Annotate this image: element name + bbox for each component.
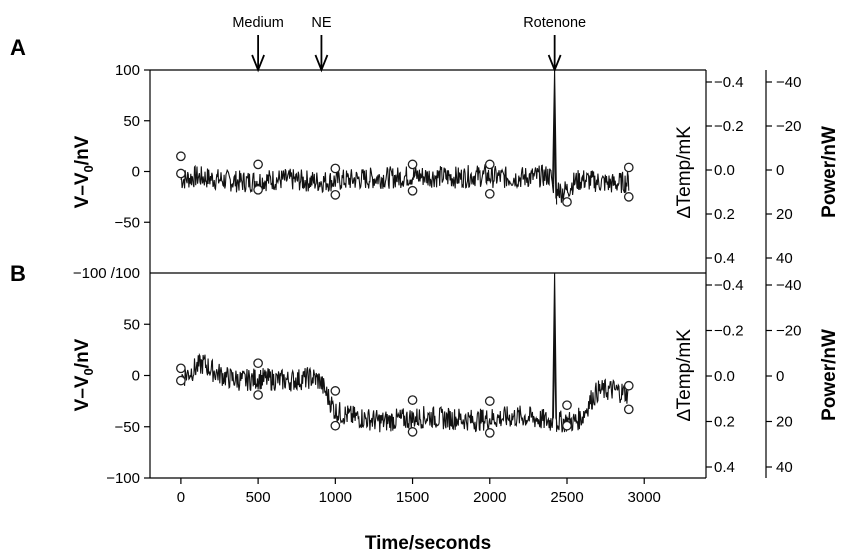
panel-b-voltage-trace <box>180 272 630 433</box>
y-tick-label: 0 <box>132 368 140 385</box>
data-circle <box>253 159 263 170</box>
temp-tick-label: −0.4 <box>714 277 744 294</box>
x-tick-label: 0 <box>177 489 185 506</box>
temp-tick-label: 0.4 <box>714 459 735 476</box>
panel-b-temp-label: ∆Temp/mK <box>674 329 695 421</box>
data-circle <box>623 162 634 173</box>
panel-a-circle-markers <box>176 151 634 207</box>
data-circle <box>330 189 341 200</box>
data-circle <box>176 151 186 162</box>
temp-tick-label: 0.2 <box>714 414 735 431</box>
panel-b-power-label: Power/nW <box>819 329 840 421</box>
data-circle <box>562 400 572 411</box>
y-tick-label: −50 <box>115 419 140 436</box>
x-tick-label: 2500 <box>550 489 583 506</box>
panel-b-x-ticks: 0 500 1000 1500 2000 2500 3000 <box>177 478 661 506</box>
x-tick-label: 1500 <box>396 489 429 506</box>
data-circle <box>562 197 572 207</box>
temp-tick-label: −0.2 <box>714 323 744 340</box>
panel-b-circle-markers <box>176 358 634 438</box>
data-circle <box>330 386 341 396</box>
power-tick-label: 20 <box>776 206 793 223</box>
panel-a: A 100 50 0 −50 −100 /100 −0.4 −0.2 0.0 0.2 0.4 −… <box>10 15 840 282</box>
power-tick-label: −40 <box>776 74 801 91</box>
power-tick-label: −40 <box>776 277 801 294</box>
panel-a-letter: A <box>10 35 26 60</box>
data-circle <box>623 404 634 415</box>
data-circle <box>407 395 418 405</box>
panel-a-power-ticks: −40 −20 0 20 40 <box>766 74 801 267</box>
panel-a-voltage-trace <box>180 69 630 205</box>
data-circle <box>176 363 186 374</box>
panel-a-y-label: V–V0/nV <box>72 135 96 208</box>
data-circle <box>330 163 341 174</box>
panel-b-temp-ticks: −0.4 −0.2 0.0 0.2 0.4 <box>706 277 744 476</box>
data-circle <box>253 358 263 369</box>
x-tick-label: 500 <box>246 489 271 506</box>
data-circle <box>176 375 186 386</box>
power-tick-label: −20 <box>776 323 801 340</box>
temp-tick-label: −0.4 <box>714 74 744 91</box>
power-tick-label: 40 <box>776 459 793 476</box>
power-tick-label: 20 <box>776 414 793 431</box>
data-circle <box>407 427 418 437</box>
x-tick-label: 2000 <box>473 489 506 506</box>
y-tick-label: 50 <box>123 113 140 130</box>
panel-a-annotations: Medium NE Rotenone <box>232 15 586 73</box>
data-circle <box>330 420 341 431</box>
annotation-label: NE <box>311 15 331 31</box>
data-circle <box>623 192 634 202</box>
panel-b-letter: B <box>10 261 26 286</box>
panel-a-y-ticks: 100 50 0 −50 −100 /100 <box>73 62 150 282</box>
temp-tick-label: 0.0 <box>714 368 735 385</box>
annotation-label: Medium <box>232 15 284 31</box>
panel-b-y-ticks: 50 0 −50 −100 <box>106 316 150 487</box>
panel-b-power-ticks: −40 −20 0 20 40 <box>766 277 801 476</box>
temp-tick-label: 0.0 <box>714 162 735 179</box>
panel-b: B 500−50−100 −0.4−0.20.00.20.4 −40−20020… <box>10 261 840 554</box>
panel-a-temp-ticks: −0.4 −0.2 0.0 0.2 0.4 <box>706 74 744 267</box>
y-tick-label: 0 <box>132 164 140 181</box>
data-circle <box>562 420 572 431</box>
power-tick-label: 40 <box>776 250 793 267</box>
panel-b-y-label: V–V0/nV <box>72 338 96 411</box>
y-tick-label: −100 <box>106 470 140 487</box>
x-axis-label: Time/seconds <box>365 533 491 554</box>
temp-tick-label: −0.2 <box>714 118 744 135</box>
annotation-arrow-head <box>547 54 562 73</box>
annotation-arrow-head <box>251 54 265 73</box>
x-tick-label: 1000 <box>319 489 352 506</box>
data-circle <box>484 159 495 170</box>
x-tick-label: 3000 <box>628 489 661 506</box>
data-circle <box>623 380 634 391</box>
data-circle <box>484 188 495 199</box>
y-tick-label: 50 <box>123 316 140 333</box>
panel-a-power-label: Power/nW <box>819 126 840 218</box>
data-circle <box>253 184 263 195</box>
annotation-arrow-head <box>314 54 329 73</box>
data-circle <box>407 185 418 196</box>
annotation-label: Rotenone <box>523 15 586 31</box>
panel-a-temp-label: ∆Temp/mK <box>674 126 695 218</box>
power-tick-label: 0 <box>776 162 784 179</box>
y-tick-label: −50 <box>115 214 140 231</box>
power-tick-label: 0 <box>776 368 784 385</box>
power-tick-label: −20 <box>776 118 801 135</box>
y-tick-label: 100 <box>115 62 140 79</box>
temp-tick-label: 0.2 <box>714 206 735 223</box>
data-circle <box>407 159 418 170</box>
data-circle <box>176 168 186 179</box>
shared-tick-label: −100 /100 <box>73 265 140 282</box>
data-circle <box>484 428 495 438</box>
temp-tick-label: 0.4 <box>714 250 735 267</box>
data-circle <box>484 396 495 406</box>
data-circle <box>253 390 263 400</box>
